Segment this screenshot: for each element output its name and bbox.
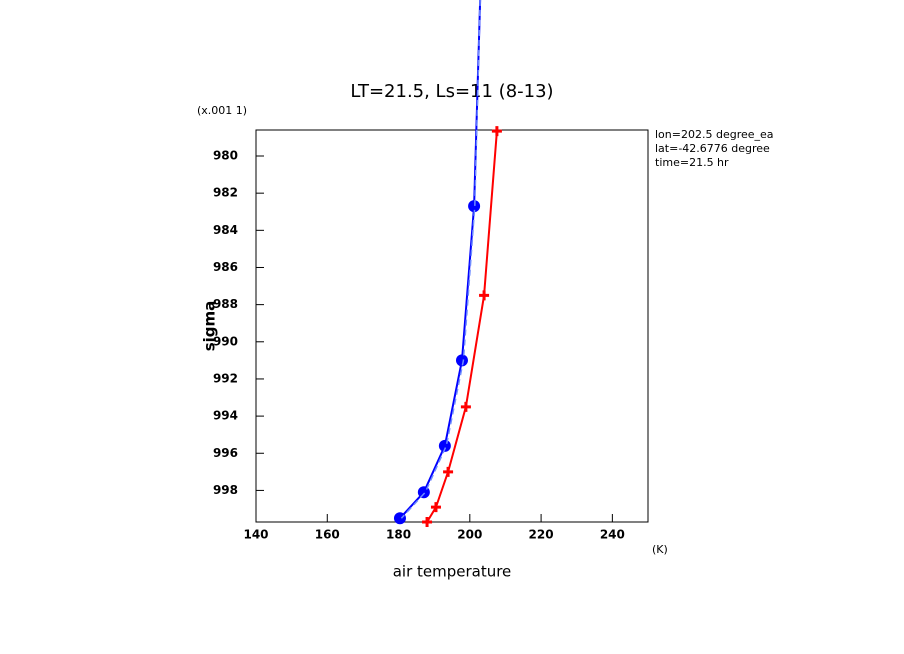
y-tick-label: 998 bbox=[213, 483, 238, 497]
x-tick-label: 220 bbox=[529, 528, 554, 542]
marker bbox=[491, 126, 502, 137]
marker bbox=[393, 512, 406, 525]
marker bbox=[430, 502, 441, 513]
chart-title: LT=21.5, Ls=11 (8-13) bbox=[350, 81, 553, 102]
y-tick-label: 990 bbox=[213, 334, 238, 348]
marker bbox=[468, 200, 481, 213]
y-axis-unit: (x.001 1) bbox=[197, 104, 247, 117]
marker bbox=[443, 466, 454, 477]
annotation: lat=-42.6776 degree bbox=[655, 142, 770, 155]
y-tick-label: 988 bbox=[213, 297, 238, 311]
x-tick-label: 200 bbox=[457, 528, 482, 542]
series-line bbox=[400, 0, 481, 519]
marker bbox=[422, 517, 433, 527]
marker bbox=[455, 354, 468, 367]
marker bbox=[417, 486, 430, 499]
x-tick-label: 240 bbox=[600, 528, 625, 542]
y-tick-label: 994 bbox=[213, 409, 238, 423]
marker bbox=[438, 439, 451, 452]
x-tick-label: 180 bbox=[386, 528, 411, 542]
y-tick-label: 986 bbox=[213, 260, 238, 274]
y-axis-label: sigma bbox=[201, 301, 219, 352]
y-tick-label: 982 bbox=[213, 186, 238, 200]
y-tick-label: 992 bbox=[213, 371, 238, 385]
clip-cover bbox=[780, 125, 904, 175]
y-tick-label: 984 bbox=[213, 223, 238, 237]
series-line bbox=[399, 0, 482, 519]
plot-frame bbox=[255, 129, 649, 523]
x-tick-label: 160 bbox=[315, 528, 340, 542]
annotation: lon=202.5 degree_ea bbox=[655, 128, 774, 141]
x-axis-unit: (K) bbox=[652, 543, 668, 556]
x-tick-label: 140 bbox=[243, 528, 268, 542]
marker bbox=[460, 401, 471, 412]
y-tick-label: 980 bbox=[213, 149, 238, 163]
x-axis-label: air temperature bbox=[393, 563, 512, 581]
marker bbox=[479, 290, 490, 301]
y-tick-label: 996 bbox=[213, 446, 238, 460]
annotation: time=21.5 hr bbox=[655, 156, 729, 169]
